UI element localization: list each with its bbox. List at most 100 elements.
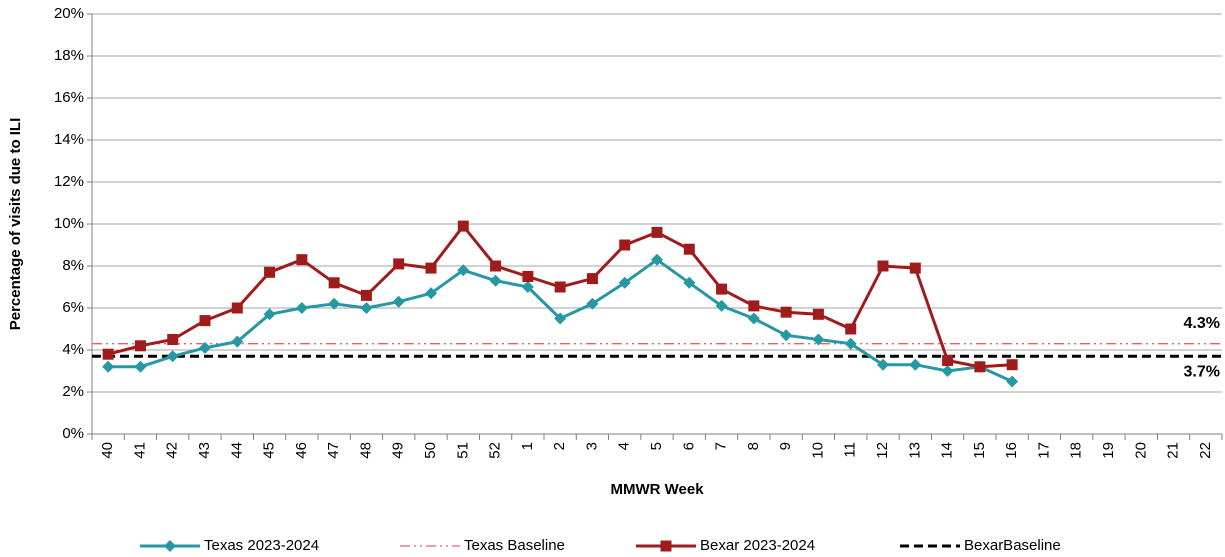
legend-marker	[660, 540, 672, 552]
data-point	[490, 260, 502, 272]
data-point	[554, 281, 566, 293]
x-tick-label: 19	[1100, 442, 1117, 459]
x-tick-label: 52	[487, 442, 504, 459]
data-point	[909, 358, 922, 371]
data-point	[263, 308, 276, 321]
data-point	[231, 335, 244, 348]
x-tick-label: 2	[551, 442, 568, 450]
data-point	[877, 260, 889, 272]
y-axis-title: Percentage of visits due to ILI	[7, 118, 24, 331]
data-point	[716, 283, 728, 295]
data-point	[522, 271, 534, 282]
data-point	[457, 264, 470, 277]
x-tick-label: 16	[1003, 442, 1020, 459]
data-point	[425, 287, 437, 300]
data-point	[199, 315, 211, 327]
legend-label: Bexar 2023-2024	[700, 537, 815, 554]
x-tick-label: 18	[1068, 442, 1085, 459]
data-point	[844, 337, 857, 350]
data-point	[909, 262, 921, 274]
legend-label: Texas Baseline	[464, 537, 565, 554]
x-tick-label: 41	[131, 442, 148, 459]
x-tick-label: 46	[293, 442, 310, 459]
x-tick-label: 12	[874, 442, 891, 459]
x-tick-label: 17	[1035, 442, 1052, 459]
data-point	[167, 334, 179, 345]
x-tick-label: 48	[357, 442, 374, 459]
data-point	[1006, 359, 1018, 371]
data-point	[941, 365, 954, 377]
data-point	[425, 262, 437, 274]
x-tick-label: 45	[261, 442, 278, 459]
x-tick-label: 10	[809, 442, 826, 459]
y-tick-label: 2%	[62, 383, 84, 400]
x-tick-label: 21	[1165, 442, 1182, 459]
y-tick-label: 14%	[54, 131, 84, 148]
data-point	[877, 358, 889, 371]
data-point	[586, 273, 598, 285]
x-axis-title: MMWR Week	[610, 481, 704, 498]
data-point	[812, 308, 824, 320]
y-tick-label: 12%	[54, 173, 84, 190]
data-point	[134, 360, 147, 373]
x-tick-label: 13	[906, 442, 923, 459]
data-point	[651, 253, 663, 266]
data-point	[166, 350, 179, 363]
data-point	[102, 348, 114, 360]
x-tick-label: 3	[583, 442, 600, 450]
y-tick-label: 16%	[54, 89, 84, 106]
data-point	[942, 355, 954, 366]
legend-marker	[164, 540, 176, 552]
data-point	[780, 306, 792, 318]
legend-label: BexarBaseline	[964, 537, 1061, 554]
data-point	[489, 274, 502, 287]
x-tick-label: 22	[1197, 442, 1214, 459]
series-line	[107, 224, 1013, 369]
x-tick-label: 7	[713, 442, 730, 450]
data-point	[134, 340, 146, 352]
data-point	[393, 258, 405, 270]
data-point	[845, 323, 857, 335]
data-point	[360, 302, 373, 314]
baseline-label: 4.3%	[1184, 315, 1220, 332]
data-point	[618, 276, 631, 289]
y-tick-label: 20%	[54, 5, 84, 22]
data-point	[747, 312, 760, 325]
x-tick-label: 40	[99, 442, 116, 459]
legend-label: Texas 2023-2024	[204, 537, 319, 554]
data-point	[328, 297, 341, 310]
data-point	[651, 226, 663, 238]
x-tick-label: 14	[939, 442, 956, 459]
y-tick-label: 6%	[62, 299, 84, 316]
data-point	[521, 281, 534, 293]
data-point	[328, 277, 340, 289]
y-tick-label: 10%	[54, 215, 84, 232]
y-tick-label: 0%	[62, 425, 84, 442]
x-tick-label: 44	[228, 442, 245, 459]
data-point	[683, 276, 696, 289]
y-tick-label: 8%	[62, 257, 84, 274]
data-point	[586, 297, 599, 310]
data-point	[296, 254, 308, 266]
x-tick-label: 5	[648, 442, 665, 450]
x-tick-label: 50	[422, 442, 439, 459]
y-tick-label: 18%	[54, 47, 84, 64]
data-point	[780, 329, 793, 342]
x-tick-label: 42	[164, 442, 181, 459]
x-tick-label: 43	[196, 442, 213, 459]
data-point	[457, 220, 469, 232]
data-point	[974, 361, 986, 373]
data-point	[231, 302, 243, 314]
x-tick-label: 11	[842, 442, 859, 458]
x-tick-label: 6	[680, 442, 697, 450]
x-tick-label: 47	[325, 442, 342, 459]
data-point	[199, 341, 211, 354]
x-tick-label: 20	[1132, 442, 1149, 459]
data-point	[295, 302, 308, 314]
x-tick-label: 1	[519, 442, 536, 450]
data-point	[812, 333, 825, 346]
data-point	[554, 312, 567, 325]
x-tick-label: 49	[390, 442, 407, 459]
y-tick-label: 4%	[62, 341, 84, 358]
x-tick-label: 51	[454, 442, 471, 459]
